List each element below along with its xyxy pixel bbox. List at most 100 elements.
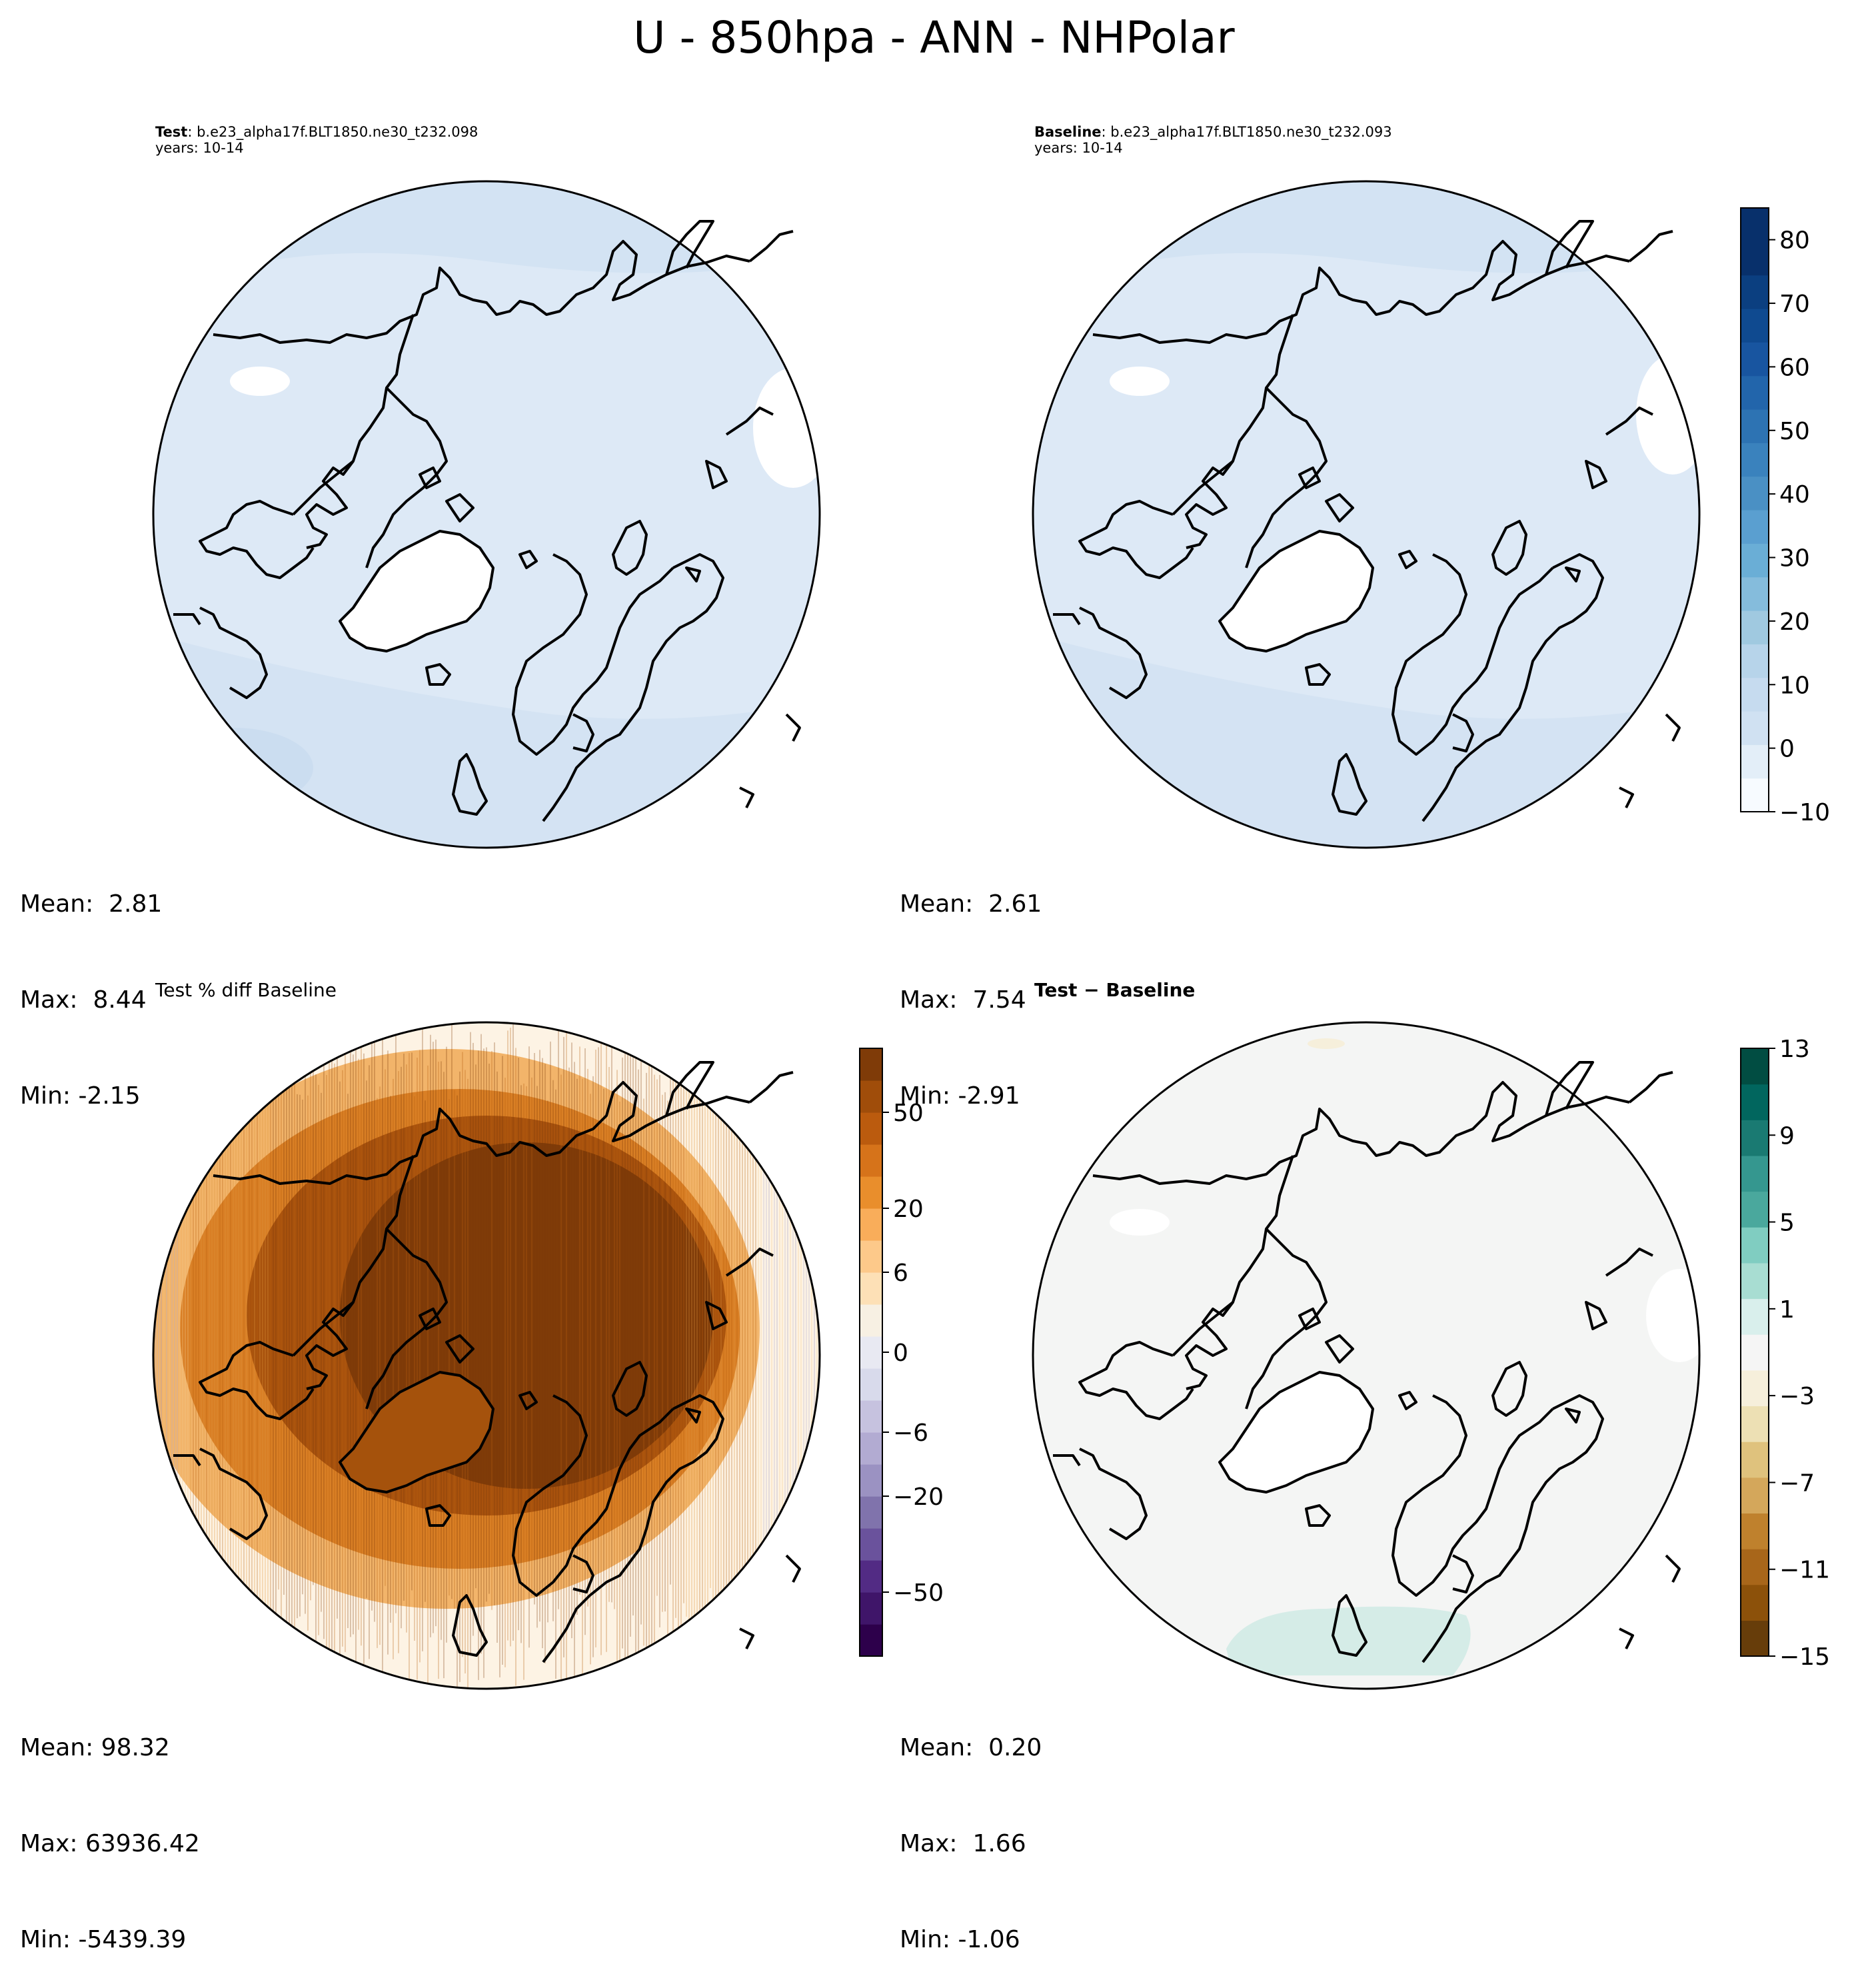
test-map-boundary xyxy=(152,180,821,849)
test-case-name: : b.e23_alpha17f.BLT1850.ne30_t232.098 xyxy=(187,124,478,140)
test-panel-title: Test: b.e23_alpha17f.BLT1850.ne30_t232.0… xyxy=(155,124,478,156)
diff-colorbar-swatch xyxy=(1741,1084,1769,1120)
diff-colorbar-swatch xyxy=(1741,1298,1769,1335)
main-colorbar-swatch xyxy=(1741,576,1769,611)
pct-diff-map xyxy=(152,1021,821,1690)
diff-colorbar-swatch xyxy=(1741,1584,1769,1621)
diff-greenland-fill xyxy=(1220,1372,1373,1492)
main-colorbar-frame xyxy=(1740,207,1769,812)
main-colorbar-tick-label: 50 xyxy=(1779,418,1810,445)
diff-mean: Mean: 0.20 xyxy=(900,1734,1042,1761)
baseline-map xyxy=(1032,180,1701,849)
pct-colorbar-swatch xyxy=(860,1368,882,1401)
baseline-field-band-south xyxy=(1033,634,1699,848)
pct-colorbar-swatch xyxy=(860,1464,882,1497)
diff-field-white-patch-1 xyxy=(1110,1209,1170,1236)
test-max: Max: 8.44 xyxy=(20,986,147,1014)
diff-colorbar: −15 −11 −7 −3 1 5 9 13 xyxy=(1740,1036,1830,1671)
pct-colorbar-swatch xyxy=(860,1624,882,1657)
pct-greenland-fill xyxy=(340,1372,493,1492)
main-colorbar-swatch xyxy=(1741,744,1769,779)
diff-colorbar-tick-label: 9 xyxy=(1779,1122,1795,1150)
figure-title: U - 850hpa - ANN - NHPolar xyxy=(633,12,1235,63)
main-colorbar-swatch xyxy=(1741,342,1769,377)
pct-colorbar-swatch xyxy=(860,1208,882,1241)
main-colorbar-tick-label: 30 xyxy=(1779,545,1810,572)
main-colorbar-swatch xyxy=(1741,309,1769,343)
diff-field-white-patch-2 xyxy=(1646,1269,1699,1362)
pct-colorbar-swatch xyxy=(860,1304,882,1337)
test-field-band-south xyxy=(153,634,820,848)
main-colorbar-swatch xyxy=(1741,208,1769,242)
pct-diff-map-boundary xyxy=(152,1021,821,1690)
diff-colorbar-tick-label: −15 xyxy=(1779,1643,1830,1671)
pct-colorbar-tick-label: 20 xyxy=(893,1196,924,1223)
main-colorbar-swatch xyxy=(1741,510,1769,544)
diff-colorbar-tick-label: −3 xyxy=(1779,1383,1815,1410)
diff-colorbar-swatch xyxy=(1741,1406,1769,1442)
main-colorbar-tick-label: 40 xyxy=(1779,481,1810,508)
diff-colorbar-swatch xyxy=(1741,1120,1769,1156)
pct-colorbar-tick-label: 6 xyxy=(893,1260,908,1287)
baseline-stats: Mean: 2.61 Max: 7.54 Min: -2.91 xyxy=(900,824,1042,1144)
diff-colorbar-swatch xyxy=(1741,1262,1769,1300)
diff-min: Min: -1.06 xyxy=(900,1926,1020,1953)
baseline-field-white-patch-1 xyxy=(1110,367,1170,396)
diff-colorbar-swatch xyxy=(1741,1549,1769,1585)
test-min: Min: -2.15 xyxy=(20,1082,141,1110)
diff-max: Max: 1.66 xyxy=(900,1830,1026,1857)
test-stats: Mean: 2.81 Max: 8.44 Min: -2.15 xyxy=(20,824,162,1144)
pct-colorbar-swatch xyxy=(860,1144,882,1177)
pct-diff-colorbar: −50 −20 −6 0 6 20 50 xyxy=(859,1048,944,1657)
baseline-mean: Mean: 2.61 xyxy=(900,890,1042,918)
baseline-min: Min: -2.91 xyxy=(900,1082,1020,1110)
test-label: Test xyxy=(155,124,188,140)
baseline-field-white-patch-2 xyxy=(1636,355,1699,475)
pct-colorbar-swatch xyxy=(860,1176,882,1209)
main-colorbar-swatch xyxy=(1741,443,1769,477)
pct-diff-min: Min: -5439.39 xyxy=(20,1926,187,1953)
pct-colorbar-swatch xyxy=(860,1336,882,1369)
pct-colorbar-swatch xyxy=(860,1496,882,1529)
pct-colorbar-swatch xyxy=(860,1240,882,1273)
main-colorbar-swatch xyxy=(1741,543,1769,578)
baseline-map-boundary xyxy=(1032,180,1701,849)
diff-colorbar-swatch xyxy=(1741,1513,1769,1549)
main-colorbar-swatch xyxy=(1741,275,1769,309)
baseline-years: years: 10-14 xyxy=(1034,140,1123,156)
diff-colorbar-tick-label: 13 xyxy=(1779,1036,1810,1063)
test-years: years: 10-14 xyxy=(155,140,244,156)
diff-field-teal-patch xyxy=(1226,1606,1471,1675)
pct-diff-mean: Mean: 98.32 xyxy=(20,1734,170,1761)
test-mean: Mean: 2.81 xyxy=(20,890,163,918)
diff-colorbar-swatch xyxy=(1741,1477,1769,1514)
pct-diff-max: Max: 63936.42 xyxy=(20,1830,200,1857)
pct-colorbar-tick-label: −20 xyxy=(893,1484,944,1511)
pct-colorbar-swatch xyxy=(860,1080,882,1113)
diff-map-boundary xyxy=(1032,1021,1701,1690)
pct-colorbar-tick-label: 0 xyxy=(893,1340,908,1367)
pct-colorbar-tick-label: −6 xyxy=(893,1420,928,1447)
diff-colorbar-swatch xyxy=(1741,1620,1769,1657)
diff-field-tan-patch xyxy=(1308,1038,1345,1049)
main-colorbar-swatch xyxy=(1741,375,1769,410)
test-field-white-patch-1 xyxy=(230,367,290,396)
diff-colorbar-swatch xyxy=(1741,1442,1769,1478)
main-colorbar-swatch xyxy=(1741,778,1769,812)
pct-colorbar-swatch xyxy=(860,1528,882,1561)
pct-colorbar-tick-label: 50 xyxy=(893,1100,924,1127)
diff-colorbar-swatch xyxy=(1741,1227,1769,1264)
main-colorbar-swatch xyxy=(1741,241,1769,276)
pct-colorbar-swatch xyxy=(860,1112,882,1145)
main-colorbar-tick-label: 60 xyxy=(1779,354,1810,381)
diff-colorbar-tick-label: 5 xyxy=(1779,1210,1795,1237)
diff-colorbar-swatch xyxy=(1741,1370,1769,1407)
main-colorbar-swatch xyxy=(1741,476,1769,510)
pct-colorbar-swatch xyxy=(860,1400,882,1433)
baseline-max: Max: 7.54 xyxy=(900,986,1026,1014)
diff-colorbar-tick-label: −11 xyxy=(1779,1557,1830,1584)
baseline-case-name: : b.e23_alpha17f.BLT1850.ne30_t232.093 xyxy=(1101,124,1392,140)
diff-colorbar-tick-label: 1 xyxy=(1779,1296,1795,1324)
diff-colorbar-swatch xyxy=(1741,1334,1769,1371)
main-colorbar-swatch xyxy=(1741,711,1769,745)
